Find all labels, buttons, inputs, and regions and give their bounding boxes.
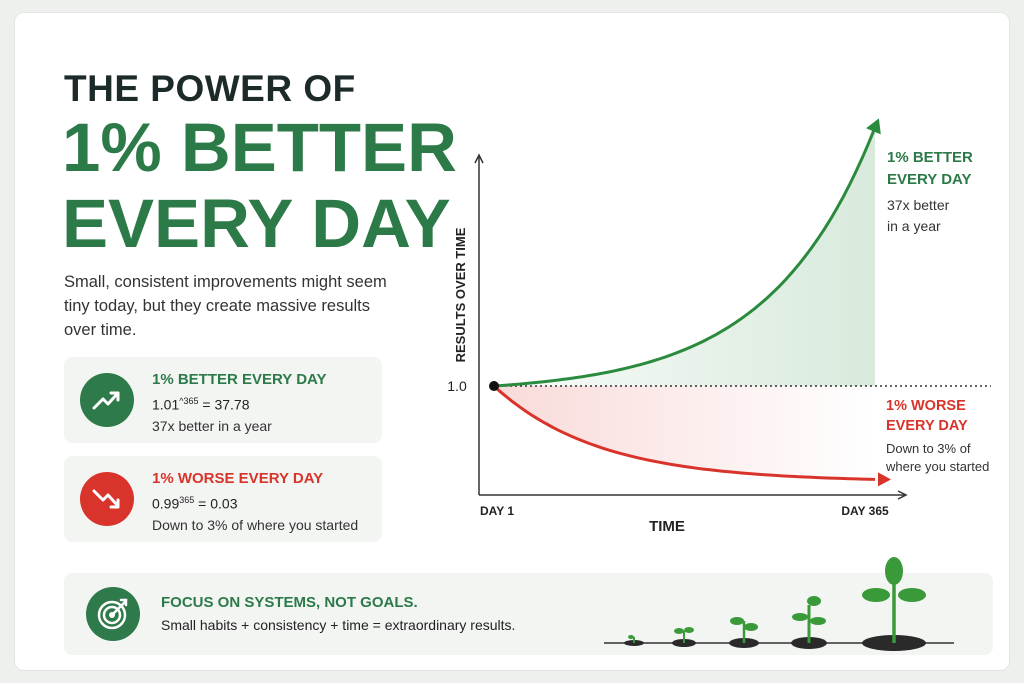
- series-better-line: [493, 127, 877, 388]
- worse-annotation-title-1: 1% WORSE: [886, 398, 966, 414]
- worse-annotation-note-1: Down to 3% of: [886, 441, 971, 456]
- series-better-arrowhead: [866, 118, 881, 135]
- better-annotation-note-1: 37x better: [887, 197, 950, 213]
- better-stat-formula: 1.01^365 = 37.78: [152, 396, 250, 413]
- systems-banner: FOCUS ON SYSTEMS, NOT GOALS. Small habit…: [64, 557, 993, 655]
- x-tick-label-start: DAY 1: [480, 504, 514, 518]
- start-point: [489, 381, 499, 391]
- trend-up-icon: [80, 373, 134, 427]
- worse-annotation-title-2: EVERY DAY: [886, 418, 968, 434]
- series-worse-arrowhead: [878, 472, 891, 487]
- target-icon: [86, 587, 140, 641]
- x-axis-label: TIME: [649, 518, 685, 535]
- better-annotation: 1% BETTER EVERY DAY 37x better in a year: [887, 147, 973, 237]
- better-stat-note: 37x better in a year: [152, 418, 272, 434]
- series-worse-line: [492, 384, 876, 481]
- x-axis-arrow: [897, 490, 908, 500]
- y-axis-label: RESULTS OVER TIME: [453, 227, 468, 362]
- banner-title: FOCUS ON SYSTEMS, NOT GOALS.: [161, 594, 418, 611]
- headline-main: 1% BETTER: [62, 109, 457, 186]
- better-stat-card: 1% BETTER EVERY DAY 1.01^365 = 37.78 37x…: [64, 357, 382, 443]
- headline-sub: EVERY DAY: [62, 185, 451, 262]
- infographic-card: THE POWER OF 1% BETTER EVERY DAY Small, …: [14, 12, 1010, 671]
- trend-down-icon: [80, 472, 134, 526]
- better-annotation-note-2: in a year: [887, 218, 941, 234]
- worse-stat-formula: 0.99365 = 0.03: [152, 495, 238, 512]
- x-tick-label-end: DAY 365: [841, 504, 889, 518]
- better-stat-title: 1% BETTER EVERY DAY: [152, 371, 327, 388]
- worse-area-fill: [494, 386, 875, 480]
- intro-paragraph: Small, consistent improvements might see…: [64, 273, 387, 339]
- better-annotation-title-2: EVERY DAY: [887, 171, 972, 188]
- worse-stat-card: 1% WORSE EVERY DAY 0.99365 = 0.03 Down t…: [64, 456, 382, 542]
- y-tick-label: 1.0: [447, 378, 467, 394]
- worse-annotation: 1% WORSE EVERY DAY Down to 3% of where y…: [886, 396, 989, 476]
- growth-chart: 1.0 RESULTS OVER TIME DAY 1 DAY 365 TIME: [447, 118, 991, 535]
- growing-plants-illustration: [604, 557, 954, 651]
- worse-stat-note: Down to 3% of where you started: [152, 517, 359, 533]
- banner-text: Small habits + consistency + time = extr…: [161, 617, 516, 633]
- better-annotation-title-1: 1% BETTER: [887, 149, 973, 166]
- worse-annotation-note-2: where you started: [886, 459, 990, 474]
- y-axis-arrow: [474, 153, 484, 164]
- worse-stat-title: 1% WORSE EVERY DAY: [152, 470, 324, 487]
- better-area-fill: [494, 127, 875, 386]
- headline-prefix: THE POWER OF: [64, 68, 356, 109]
